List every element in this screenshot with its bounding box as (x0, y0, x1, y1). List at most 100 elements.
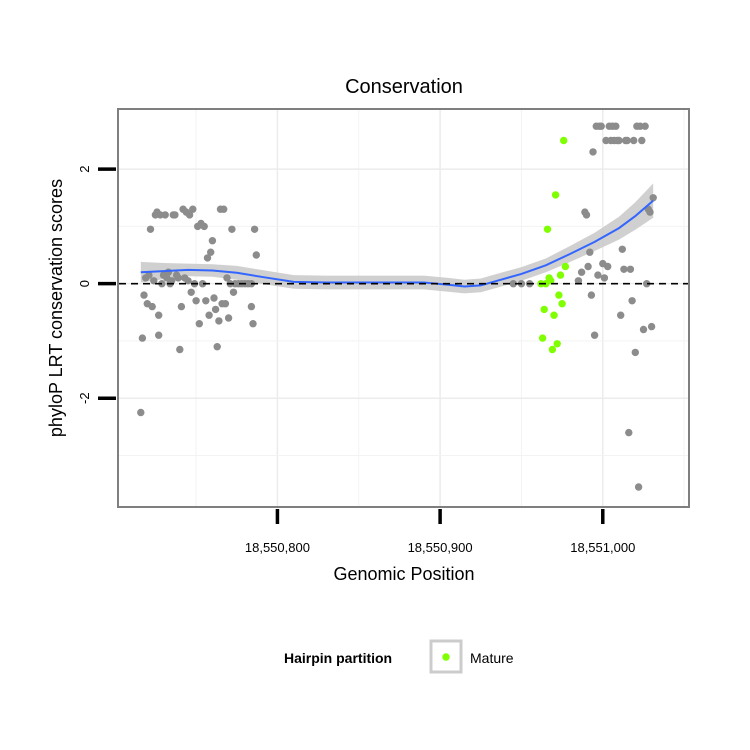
point-other (213, 343, 221, 351)
y-axis-ticks: -2 0 2 (77, 165, 116, 404)
point-other (161, 211, 169, 219)
point-other (577, 268, 586, 276)
legend-title: Hairpin partition (284, 650, 392, 666)
point-mature (543, 225, 552, 233)
point-other (618, 245, 626, 253)
point-mature (540, 305, 548, 314)
x-axis-ticks: 18,550,800 18,550,900 18,551,000 (245, 509, 635, 555)
point-other (582, 211, 591, 219)
point-other (638, 136, 646, 145)
point-other (634, 483, 643, 491)
axes: 18,550,800 18,550,900 18,551,000 -2 0 2 (77, 165, 635, 555)
plot-area (117, 108, 690, 508)
y-tick-label: 0 (77, 280, 92, 287)
y-tick-label: -2 (77, 392, 92, 404)
point-other (137, 408, 145, 417)
point-other (623, 136, 631, 145)
point-other (574, 277, 583, 285)
point-other (148, 302, 156, 311)
point-other (145, 271, 153, 279)
point-other (184, 277, 192, 285)
point-other (590, 331, 599, 339)
legend-label-mature: Mature (470, 650, 514, 666)
point-other (211, 305, 220, 314)
point-other (647, 322, 656, 331)
point-other (220, 205, 228, 213)
point-mature (538, 334, 547, 342)
point-other (649, 194, 657, 202)
point-other (617, 311, 625, 319)
point-other (615, 136, 623, 145)
chart-title: Conservation (345, 76, 463, 98)
point-mature (548, 345, 557, 354)
point-other (641, 122, 649, 130)
point-other (584, 262, 592, 271)
point-mature (551, 191, 560, 199)
point-other (176, 345, 184, 354)
legend-marker-mature (442, 653, 450, 661)
point-other (594, 271, 602, 279)
point-other (192, 297, 200, 305)
point-other (146, 225, 155, 233)
point-other (586, 248, 594, 256)
point-other (612, 122, 620, 130)
legend: Hairpin partition Mature (284, 639, 514, 674)
point-other (625, 428, 633, 437)
point-other (185, 211, 194, 219)
point-mature (561, 262, 570, 271)
point-other (600, 274, 609, 282)
point-mature (547, 277, 555, 285)
x-axis-label: Genomic Position (333, 564, 474, 584)
point-other (249, 320, 257, 328)
point-other (168, 277, 176, 285)
point-other (208, 237, 217, 245)
point-other (250, 225, 259, 233)
grid (119, 110, 688, 506)
point-other (639, 325, 648, 334)
point-other (215, 317, 223, 325)
point-other (587, 291, 596, 299)
point-other (155, 311, 163, 319)
point-other (221, 300, 230, 308)
point-other (205, 311, 213, 319)
point-other (646, 208, 654, 216)
point-mature (550, 311, 558, 319)
x-tick-label: 18,551,000 (570, 540, 635, 555)
point-other (630, 136, 638, 145)
point-other (138, 334, 147, 342)
x-tick-label: 18,550,900 (408, 540, 473, 555)
point-other (174, 274, 182, 282)
point-mature (560, 136, 568, 145)
point-other (171, 211, 179, 219)
point-other (509, 280, 517, 288)
point-other (628, 297, 636, 305)
smooth-confidence-band (140, 183, 654, 294)
point-other (207, 248, 215, 256)
point-mature (553, 340, 561, 348)
point-other (631, 348, 639, 357)
point-other (164, 268, 173, 276)
point-other (643, 280, 651, 288)
point-other (589, 148, 597, 156)
point-other (202, 297, 210, 305)
point-other (210, 294, 218, 302)
point-other (247, 302, 256, 311)
point-other (195, 320, 203, 328)
point-other (228, 225, 236, 233)
confidence-band (140, 183, 654, 294)
point-other (626, 265, 635, 273)
point-other (140, 291, 148, 299)
point-other (223, 274, 231, 282)
point-mature (558, 300, 566, 308)
y-axis-label: phyloP LRT conservation scores (46, 179, 66, 437)
point-other (597, 122, 605, 130)
point-mature (555, 291, 563, 299)
point-other (155, 331, 163, 339)
point-other (620, 265, 628, 273)
point-mature (556, 271, 565, 279)
point-other (203, 254, 212, 262)
point-other (189, 205, 197, 213)
point-other (187, 288, 195, 296)
y-tick-label: 2 (77, 165, 92, 172)
